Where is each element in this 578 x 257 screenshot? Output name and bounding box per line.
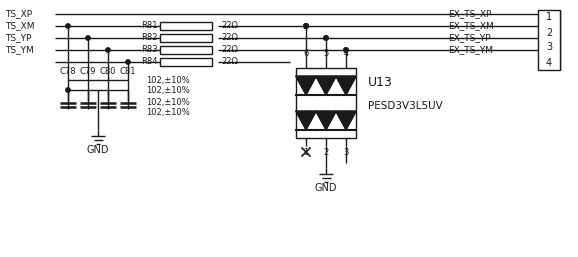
- Circle shape: [304, 24, 308, 28]
- Circle shape: [324, 36, 328, 40]
- Text: TS_YM: TS_YM: [5, 45, 34, 54]
- Circle shape: [304, 24, 308, 28]
- Bar: [160, 46, 212, 54]
- Circle shape: [106, 48, 110, 52]
- Text: GND: GND: [315, 183, 337, 193]
- Text: 102,±10%: 102,±10%: [146, 76, 190, 85]
- Polygon shape: [296, 76, 316, 95]
- Bar: [296, 68, 356, 138]
- Polygon shape: [296, 111, 316, 130]
- Text: 22Ω: 22Ω: [221, 33, 238, 42]
- Circle shape: [86, 36, 90, 40]
- Bar: [160, 34, 212, 42]
- Circle shape: [344, 48, 348, 52]
- Text: 2: 2: [546, 27, 552, 38]
- Circle shape: [344, 48, 348, 52]
- Polygon shape: [316, 111, 336, 130]
- Text: C81: C81: [120, 68, 136, 77]
- Text: EX_TS_YP: EX_TS_YP: [448, 33, 491, 42]
- Text: GND: GND: [87, 145, 109, 155]
- Circle shape: [66, 24, 70, 28]
- Text: 2: 2: [323, 148, 329, 157]
- Text: R84: R84: [142, 58, 158, 67]
- Text: 3: 3: [546, 42, 552, 52]
- Text: R83: R83: [142, 45, 158, 54]
- Text: 4: 4: [343, 49, 349, 58]
- Text: R82: R82: [142, 33, 158, 42]
- Text: 102,±10%: 102,±10%: [146, 108, 190, 117]
- Circle shape: [66, 88, 70, 92]
- Text: R81: R81: [142, 22, 158, 31]
- Circle shape: [324, 36, 328, 40]
- Text: C80: C80: [100, 68, 116, 77]
- Text: 22Ω: 22Ω: [221, 58, 238, 67]
- Bar: [538, 10, 560, 70]
- Text: EX_TS_XM: EX_TS_XM: [448, 22, 494, 31]
- Circle shape: [126, 60, 130, 64]
- Text: EX_TS_XP: EX_TS_XP: [448, 10, 491, 19]
- Bar: [160, 22, 212, 30]
- Text: EX_TS_YM: EX_TS_YM: [448, 45, 493, 54]
- Text: U13: U13: [368, 76, 393, 88]
- Text: 1: 1: [546, 13, 552, 23]
- Text: PESD3V3L5UV: PESD3V3L5UV: [368, 101, 443, 111]
- Bar: [160, 58, 212, 66]
- Circle shape: [304, 24, 308, 28]
- Text: 3: 3: [343, 148, 349, 157]
- Text: 102,±10%: 102,±10%: [146, 97, 190, 106]
- Text: 22Ω: 22Ω: [221, 22, 238, 31]
- Text: 1: 1: [303, 148, 309, 157]
- Text: C79: C79: [80, 68, 97, 77]
- Polygon shape: [316, 76, 336, 95]
- Text: TS_YP: TS_YP: [5, 33, 31, 42]
- Text: 22Ω: 22Ω: [221, 45, 238, 54]
- Text: 102,±10%: 102,±10%: [146, 87, 190, 96]
- Text: TS_XM: TS_XM: [5, 22, 35, 31]
- Text: C78: C78: [60, 68, 76, 77]
- Text: 4: 4: [546, 58, 552, 68]
- Text: TS_XP: TS_XP: [5, 10, 32, 19]
- Polygon shape: [336, 111, 356, 130]
- Text: 6: 6: [303, 49, 309, 58]
- Text: 5: 5: [323, 49, 329, 58]
- Polygon shape: [336, 76, 356, 95]
